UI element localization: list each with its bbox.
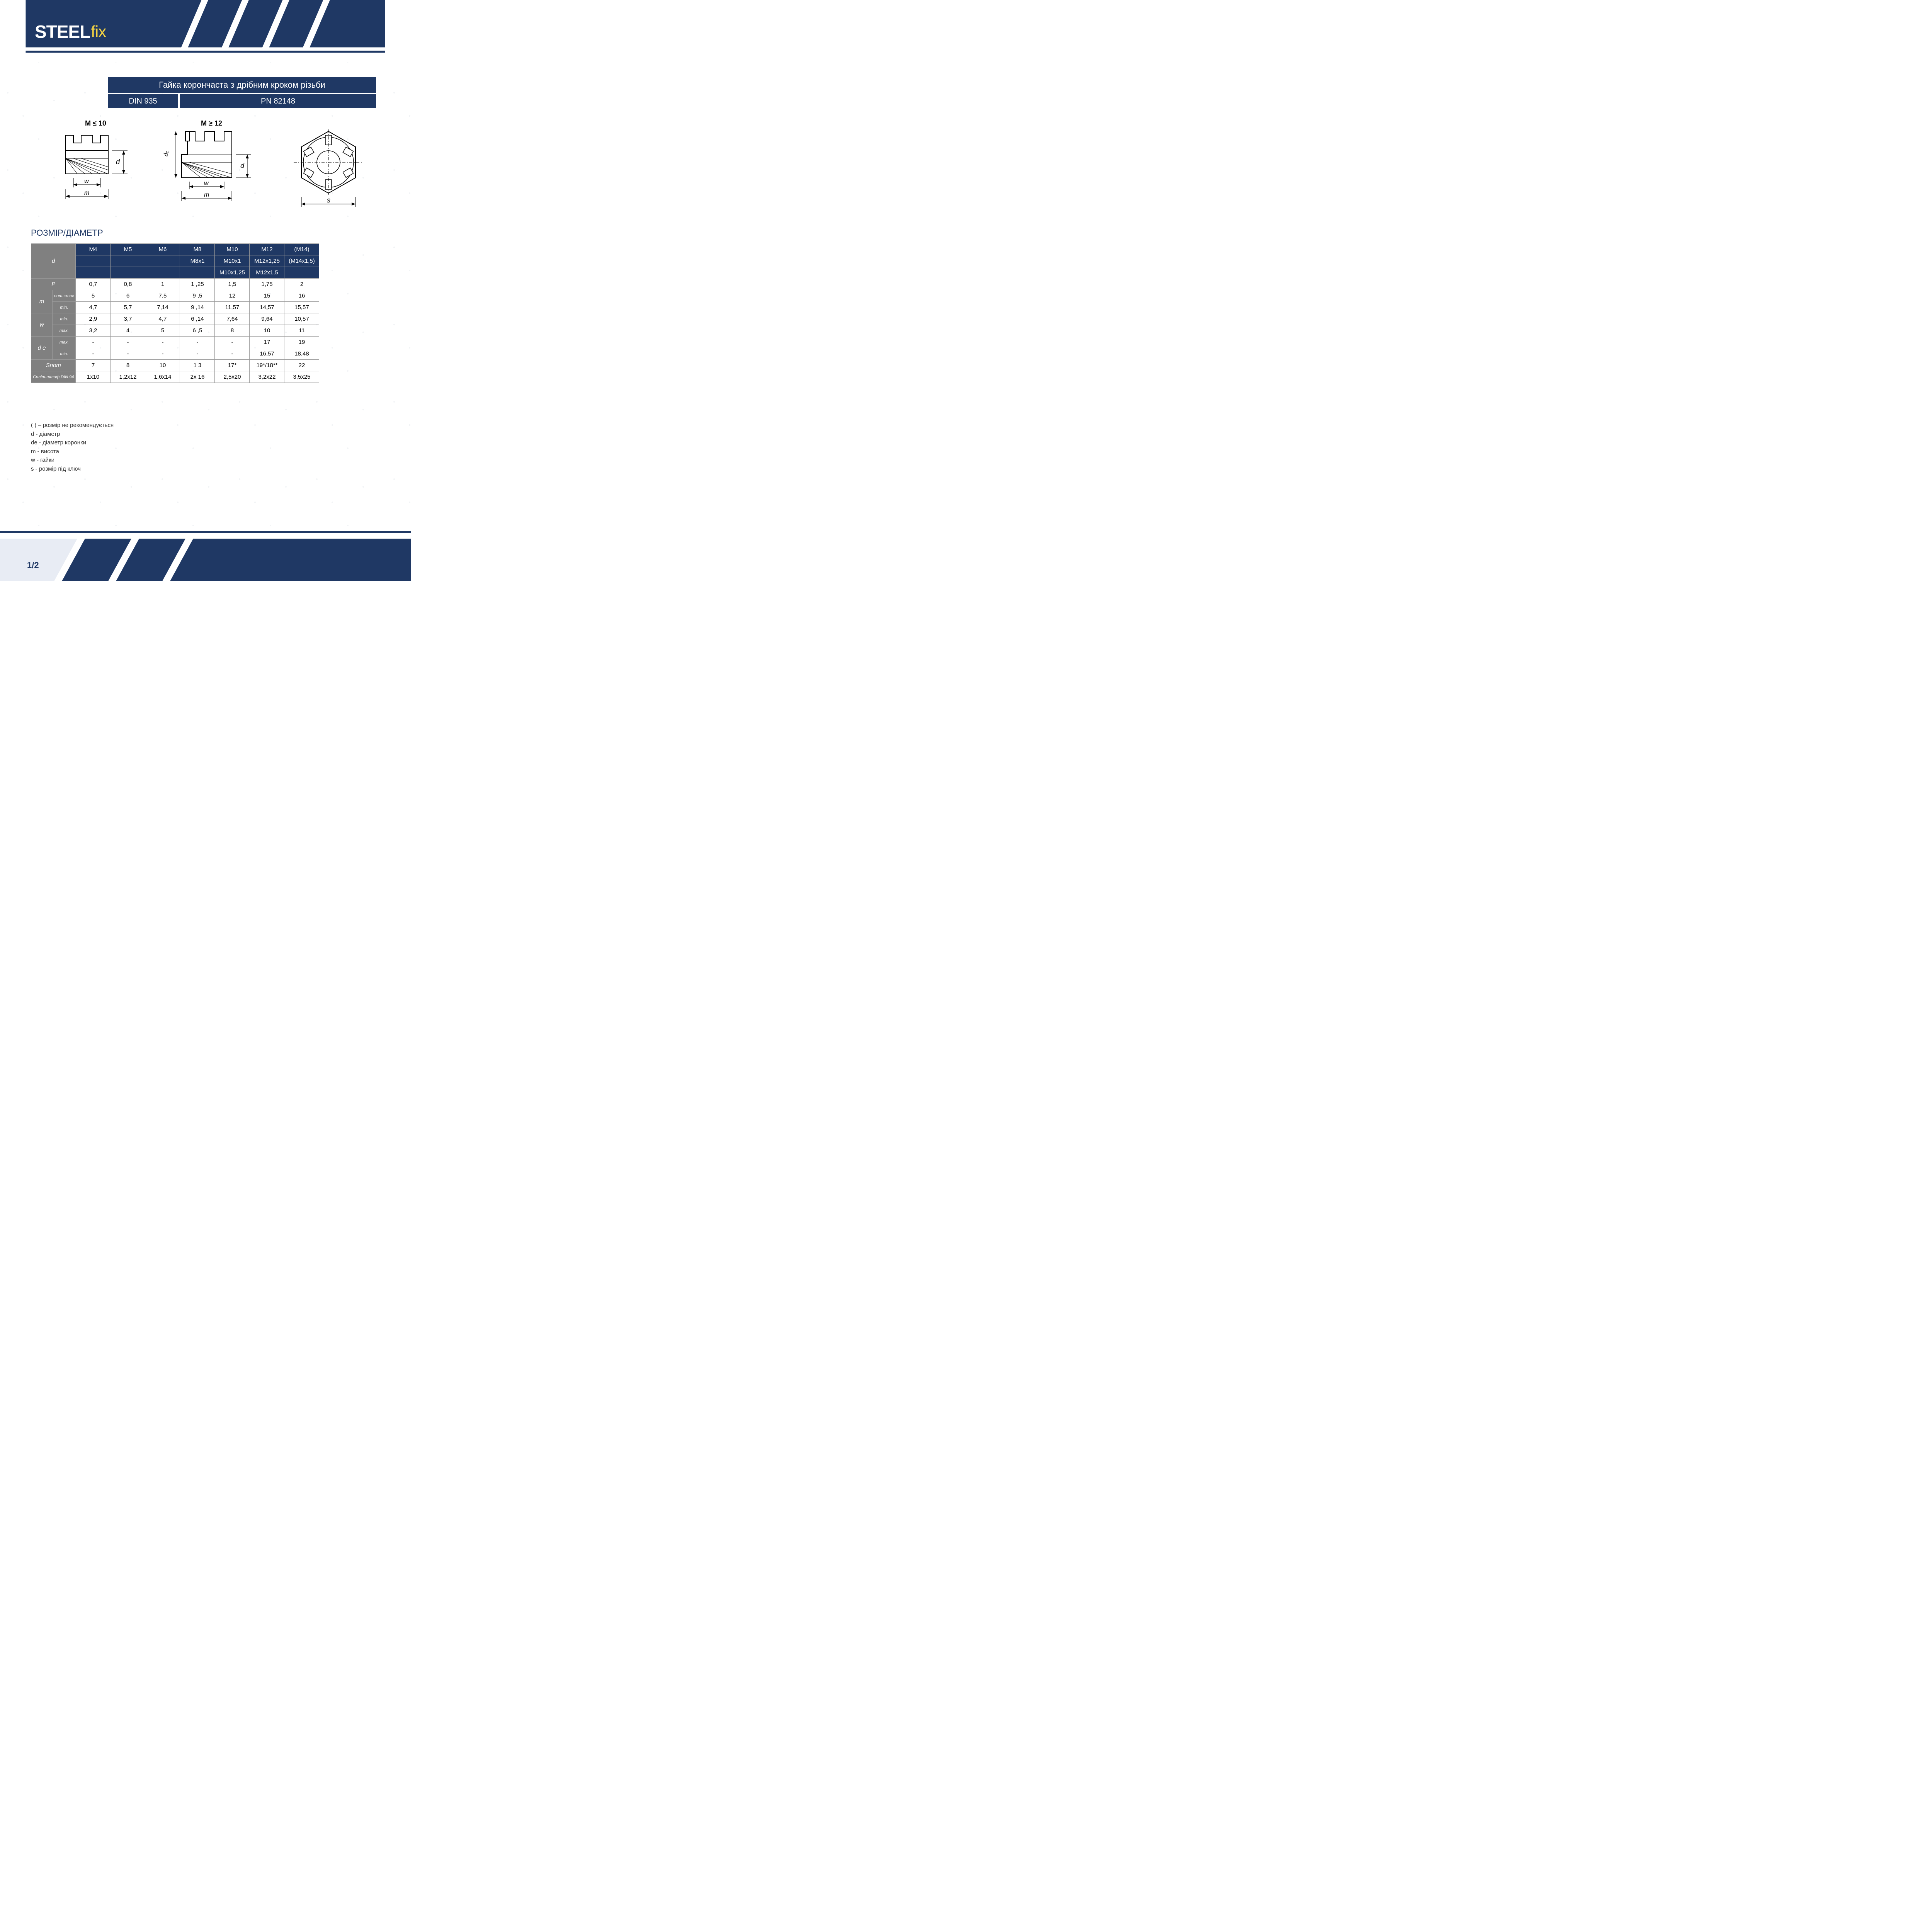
brand-logo: STEEL fix xyxy=(35,21,106,42)
col-M6: M6 xyxy=(145,244,180,255)
svg-text:w: w xyxy=(204,180,209,187)
row-m-min: min. 4,75,77,149 ,1411,5714,5715,57 xyxy=(31,302,319,313)
title-text: Гайка корончаста з дрібним кроком різьби xyxy=(159,80,325,90)
page-number: 1/2 xyxy=(27,560,39,570)
row-split: Спліт-штиф DIN 94 1x101,2x121,6x142x 162… xyxy=(31,371,319,383)
page-header: STEEL fix xyxy=(0,0,411,62)
svg-text:M ≥ 12: M ≥ 12 xyxy=(201,119,222,127)
svg-text:s: s xyxy=(327,196,330,204)
legend-line: ( ) – розмір не рекомендується xyxy=(31,421,114,430)
legend-line: s - розмір під ключ xyxy=(31,465,114,474)
legend: ( ) – розмір не рекомендується d - діаме… xyxy=(31,421,114,473)
legend-line: d - діаметр xyxy=(31,430,114,439)
diagram-label-left: M ≤ 10 xyxy=(85,119,106,127)
col-M4: M4 xyxy=(76,244,111,255)
row-de-min: min. -----16,5718,48 xyxy=(31,348,319,360)
row-w-min: w min. 2,93,74,76 ,147,649,6410,57 xyxy=(31,313,319,325)
row-S: Sпот 78101 317*19*/18**22 xyxy=(31,360,319,371)
col-M5: M5 xyxy=(111,244,145,255)
brand-part1: STEEL xyxy=(35,21,90,42)
row-w-max: max. 3,2456 ,581011 xyxy=(31,325,319,337)
brand-part2: fix xyxy=(91,22,106,41)
row-header-d: d xyxy=(31,244,76,279)
section-title: РОЗМІР/ДІАМЕТР xyxy=(31,228,103,238)
dimensions-table: d M4 M5 M6 M8 M10 M12 (M14) M8x1 M10x1 M… xyxy=(31,243,319,383)
svg-text:w: w xyxy=(84,178,89,185)
legend-line: w - гайки xyxy=(31,456,114,465)
row-P: P 0,70,811 ,251,51,752 xyxy=(31,279,319,290)
technical-diagrams: M ≤ 10 d w m M xyxy=(50,116,376,216)
svg-text:d: d xyxy=(240,162,245,170)
legend-line: m - висота xyxy=(31,447,114,456)
standard-din: DIN 935 xyxy=(108,94,178,108)
standards-bar: DIN 935 PN 82148 xyxy=(108,94,376,108)
row-m-nommax: m пот.=max 567,59 ,5121516 xyxy=(31,290,319,302)
svg-text:m: m xyxy=(84,190,89,196)
col-M10: M10 xyxy=(215,244,250,255)
standard-pn: PN 82148 xyxy=(180,94,376,108)
page-title: Гайка корончаста з дрібним кроком різьби xyxy=(108,77,376,93)
legend-line: de - діаметр коронки xyxy=(31,439,114,447)
col-M14: (M14) xyxy=(284,244,319,255)
svg-text:dₑ: dₑ xyxy=(163,151,170,156)
col-M8: M8 xyxy=(180,244,215,255)
col-M12: M12 xyxy=(250,244,284,255)
svg-text:m: m xyxy=(204,192,209,198)
page-footer xyxy=(0,531,411,581)
svg-text:d: d xyxy=(116,158,120,166)
row-de-max: d e max. -----1719 xyxy=(31,337,319,348)
